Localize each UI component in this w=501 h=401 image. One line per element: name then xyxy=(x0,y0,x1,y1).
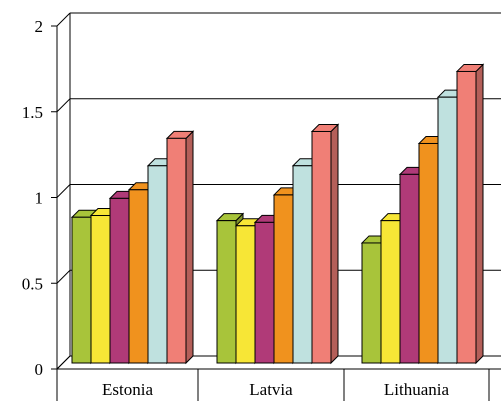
y-tick-label: 0.5 xyxy=(22,274,43,293)
gridline-depth xyxy=(56,269,71,284)
gridline-depth xyxy=(56,184,71,198)
bar-front xyxy=(90,215,111,364)
bar-front xyxy=(418,142,439,364)
bar-front xyxy=(380,220,401,364)
bar-front xyxy=(71,216,92,364)
bar-front xyxy=(399,173,420,364)
bar-front xyxy=(456,70,477,364)
y-tick-label: 0 xyxy=(35,360,44,379)
bar-front xyxy=(311,130,332,364)
bar-front xyxy=(437,96,458,364)
bar-side xyxy=(330,123,339,365)
x-axis: Estonia Latvia Lithuania xyxy=(56,368,501,401)
bar-side xyxy=(475,63,484,365)
gridline-depth xyxy=(56,12,71,27)
bar-front xyxy=(216,220,237,364)
gridline-depth xyxy=(56,355,71,370)
bar-front xyxy=(128,189,149,364)
y-tick-label: 2 xyxy=(35,17,44,36)
bar-front xyxy=(166,137,187,364)
bars xyxy=(70,63,485,365)
y-tick-label: 1.5 xyxy=(22,103,43,122)
gridline-depth xyxy=(56,98,71,113)
bar-front xyxy=(292,165,313,364)
bar-front xyxy=(235,225,256,364)
x-tick-label: Lithuania xyxy=(384,380,450,399)
bar xyxy=(455,63,485,365)
bar-front xyxy=(147,165,168,364)
bar-side xyxy=(185,130,194,365)
bar-front xyxy=(273,194,294,364)
bar-front xyxy=(254,221,275,364)
y-tick-label: 1 xyxy=(35,189,44,208)
x-tick-label: Latvia xyxy=(249,380,293,399)
y-axis-ticks: 0 0.5 1 1.5 2 xyxy=(22,17,57,379)
bar-front xyxy=(361,242,382,364)
bar xyxy=(310,123,340,365)
bar-front xyxy=(109,197,130,364)
x-tick-label: Estonia xyxy=(102,380,153,399)
bar xyxy=(165,130,195,365)
